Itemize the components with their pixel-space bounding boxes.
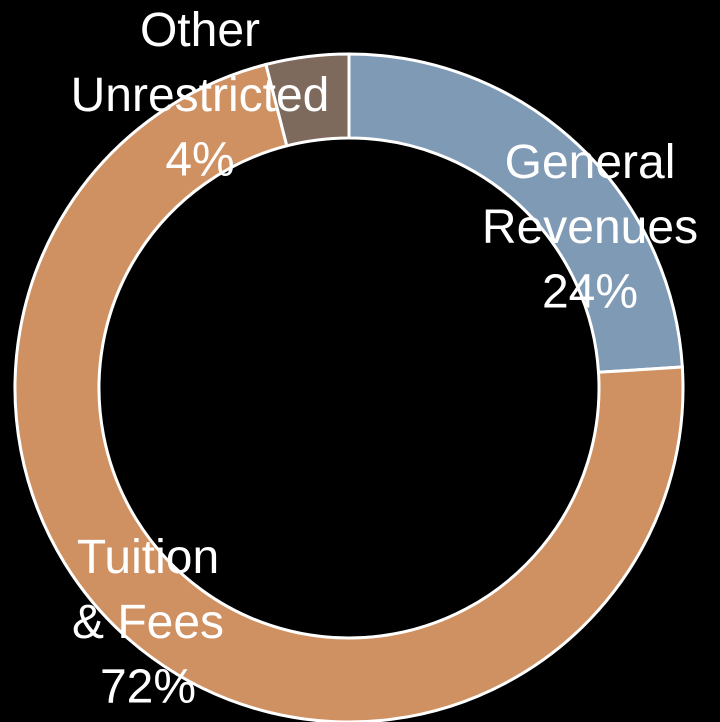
label-line: Unrestricted [71, 69, 330, 122]
value-label: 24% [542, 266, 638, 319]
label-line: Revenues [482, 201, 698, 254]
value-label: 72% [100, 661, 196, 714]
donut-segment [13, 62, 685, 722]
donut-segment [264, 52, 351, 148]
category-label: Other Unrestricted [71, 4, 330, 122]
label-line: & Fees [72, 596, 224, 649]
label-line: General [505, 136, 676, 189]
donut-segment [347, 52, 684, 374]
category-label: General Revenues [482, 136, 698, 254]
category-label: Tuition & Fees [72, 531, 224, 649]
label-line: Tuition [77, 531, 219, 584]
label-line: Other [140, 4, 260, 57]
value-label: 4% [165, 134, 234, 187]
